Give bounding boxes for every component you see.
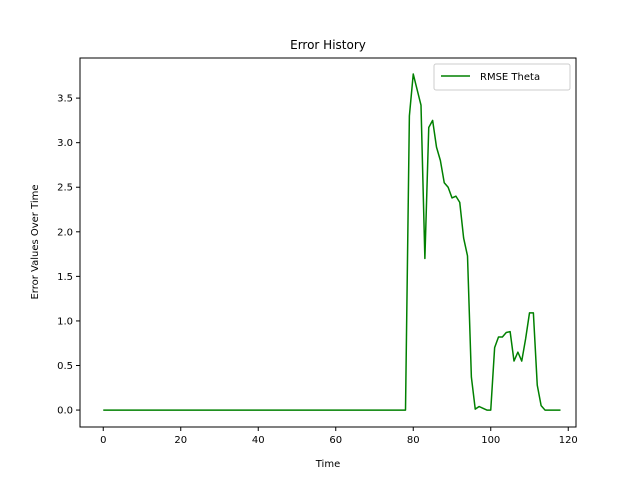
axes-frame	[79, 57, 577, 428]
x-tick-label: 60	[329, 435, 342, 446]
chart-title: Error History	[290, 38, 366, 52]
x-tick-label: 120	[559, 435, 578, 446]
x-tick-label: 40	[252, 435, 265, 446]
y-tick-label: 0.5	[57, 361, 73, 372]
x-axis-label: Time	[315, 459, 340, 470]
x-tick-label: 100	[481, 435, 500, 446]
y-axis-label: Error Values Over Time	[30, 184, 41, 299]
legend-box	[433, 63, 571, 91]
y-tick-label: 1.5	[57, 272, 73, 283]
x-tick-label: 20	[174, 435, 187, 446]
y-tick-label: 2.0	[57, 227, 73, 238]
series-line-rmse-theta	[103, 73, 561, 411]
y-tick-label: 3.5	[57, 94, 73, 105]
x-tick-label: 80	[407, 435, 420, 446]
x-axis-ticks: 0 20 40 60 80 100 120	[100, 427, 578, 446]
y-axis-ticks: 0.0 0.5 1.0 1.5 2.0 2.5 3.0 3.5	[57, 94, 80, 417]
legend-label-rmse-theta: RMSE Theta	[480, 72, 540, 83]
x-tick-label: 0	[100, 435, 106, 446]
y-tick-label: 2.5	[57, 183, 73, 194]
y-tick-label: 0.0	[57, 406, 73, 417]
legend: RMSE Theta	[433, 63, 571, 91]
y-tick-label: 3.0	[57, 138, 73, 149]
y-tick-label: 1.0	[57, 316, 73, 327]
